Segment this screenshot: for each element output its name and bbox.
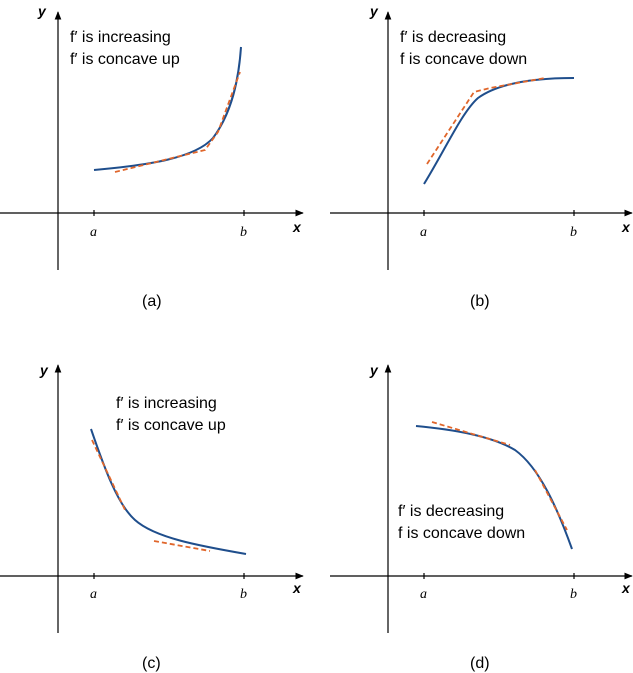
tick-label-b: b [570,587,577,602]
annotation-line-2: f is concave down [398,525,525,542]
panel-d: y x a b f′ is decreasing f is concave do… [330,362,633,672]
panel-a: y x a b f′ is increasing f′ is concave u… [0,3,304,310]
annotation-line-2: f′ is concave up [70,51,180,68]
tick-label-a: a [420,225,427,240]
y-axis-label: y [369,362,379,378]
x-axis-label: x [292,580,302,596]
tangent-segments [91,439,211,552]
tick-label-b: b [240,587,247,602]
annotation-line-1: f′ is increasing [70,29,171,46]
x-axis-label: x [621,219,631,235]
function-curve [423,77,575,185]
tick-label-a: a [90,225,97,240]
tick-label-a: a [420,587,427,602]
y-axis-label: y [39,362,49,378]
tick-label-b: b [240,225,247,240]
panel-c: y x a b f′ is increasing f′ is concave u… [0,362,304,672]
annotation-line-2: f is concave down [400,51,527,68]
panel-caption: (b) [470,293,490,310]
x-axis-label: x [292,219,302,235]
annotation-line-2: f′ is concave up [116,417,226,434]
tick-label-a: a [90,587,97,602]
function-curve [90,428,247,555]
x-axis-label: x [621,580,631,596]
panel-caption: (d) [470,655,490,672]
panel-caption: (a) [142,293,162,310]
annotation-line-1: f′ is decreasing [400,29,506,46]
tick-label-b: b [570,225,577,240]
y-axis-label: y [369,3,379,19]
secant-approximation [114,71,241,173]
y-axis-label: y [37,3,47,19]
annotation-line-1: f′ is increasing [116,395,217,412]
annotation-line-1: f′ is decreasing [398,503,504,520]
panel-caption: (c) [142,655,161,672]
secant-approximation [426,77,546,165]
panel-b: y x a b f′ is decreasing f is concave do… [330,3,633,310]
tangent-segments [431,421,568,531]
